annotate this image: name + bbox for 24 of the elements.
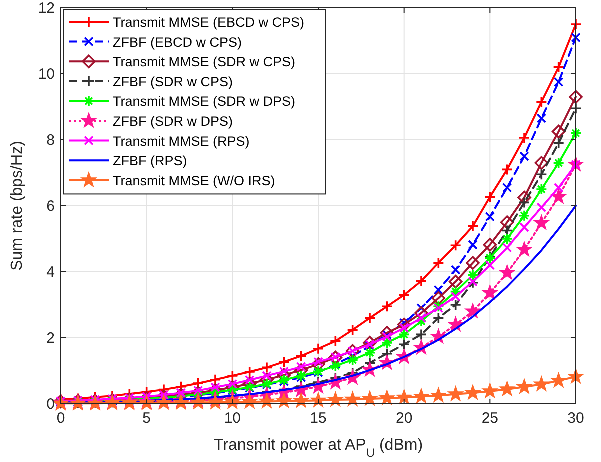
- x-tick-label: 30: [568, 410, 584, 427]
- x-tick-label: 5: [142, 410, 152, 427]
- y-tick-label: 8: [46, 132, 55, 149]
- legend-label: ZFBF (RPS): [113, 154, 188, 169]
- x-tick-label: 15: [310, 410, 327, 427]
- legend-label: Transmit MMSE (SDR w CPS): [113, 54, 296, 70]
- legend-label: Transmit MMSE (SDR w DPS): [113, 94, 296, 110]
- y-tick-label: 2: [46, 330, 55, 347]
- y-tick-label: 4: [46, 264, 55, 281]
- x-tick-label: 25: [482, 410, 499, 427]
- x-tick-label: 20: [396, 410, 413, 427]
- legend-label: ZFBF (SDR w CPS): [113, 74, 233, 90]
- legend-label: ZFBF (SDR w DPS): [113, 114, 233, 129]
- y-tick-label: 6: [46, 198, 55, 215]
- legend-label: Transmit MMSE (RPS): [113, 134, 250, 149]
- y-tick-label: 12: [38, 0, 55, 17]
- legend-label: Transmit MMSE (EBCD w CPS): [113, 15, 305, 30]
- legend-label: Transmit MMSE (W/O IRS): [113, 173, 276, 188]
- x-axis-title: Transmit power at AP$_{U}$ (dBm): [214, 437, 424, 460]
- y-tick-label: 0: [46, 396, 55, 413]
- y-tick-label: 10: [38, 66, 55, 83]
- y-axis-title: Sum rate (bps/Hz): [9, 141, 26, 271]
- x-tick-label: 10: [224, 410, 242, 427]
- legend-label: ZFBF (EBCD w CPS): [113, 34, 242, 50]
